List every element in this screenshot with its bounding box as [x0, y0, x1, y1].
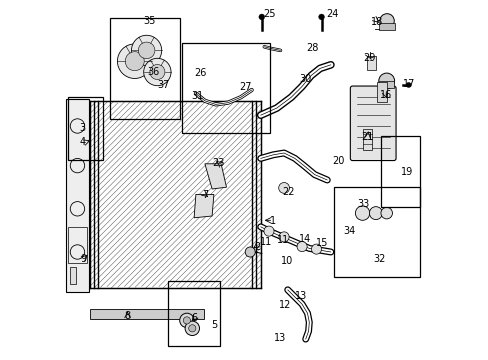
Text: 15: 15	[315, 238, 327, 248]
Text: 6: 6	[191, 313, 197, 323]
Circle shape	[185, 321, 199, 336]
Text: 13: 13	[273, 333, 285, 343]
Circle shape	[296, 242, 306, 252]
Text: 29: 29	[363, 53, 375, 63]
Text: 16: 16	[379, 90, 391, 100]
Text: 28: 28	[306, 42, 319, 53]
Text: 2: 2	[253, 242, 260, 252]
Circle shape	[183, 317, 190, 324]
Text: 26: 26	[194, 68, 206, 78]
Circle shape	[131, 35, 162, 66]
Text: 1: 1	[270, 216, 276, 226]
Text: 27: 27	[239, 82, 252, 92]
FancyBboxPatch shape	[66, 99, 88, 292]
Text: 24: 24	[326, 9, 338, 19]
Bar	[379, 81, 393, 88]
Circle shape	[258, 14, 264, 20]
Circle shape	[379, 14, 393, 28]
Text: 36: 36	[146, 67, 159, 77]
Circle shape	[149, 64, 164, 80]
Text: 19: 19	[400, 167, 412, 177]
Text: 32: 32	[373, 254, 385, 264]
Text: 13: 13	[295, 291, 307, 301]
Circle shape	[117, 44, 152, 78]
Polygon shape	[204, 164, 226, 189]
Bar	[68, 97, 103, 160]
Text: 33: 33	[356, 199, 368, 210]
Text: 7: 7	[202, 190, 207, 201]
Bar	[334, 187, 419, 277]
Bar	[89, 101, 260, 288]
Text: 5: 5	[210, 320, 217, 330]
Bar	[168, 281, 220, 346]
Bar	[68, 227, 87, 263]
Text: 3: 3	[79, 123, 85, 133]
Text: 8: 8	[124, 311, 130, 321]
Circle shape	[378, 73, 394, 89]
Circle shape	[125, 52, 144, 71]
Circle shape	[138, 42, 155, 59]
Circle shape	[279, 232, 288, 242]
Circle shape	[380, 207, 392, 219]
Text: 25: 25	[263, 9, 275, 19]
Bar	[181, 43, 270, 133]
Circle shape	[311, 244, 321, 254]
Circle shape	[368, 207, 382, 220]
Bar	[380, 136, 419, 207]
Bar	[377, 82, 386, 102]
Text: 35: 35	[142, 16, 155, 26]
Text: 14: 14	[298, 234, 310, 244]
Text: 30: 30	[299, 74, 311, 84]
Text: 12: 12	[279, 300, 291, 310]
Bar	[109, 18, 179, 119]
Circle shape	[244, 247, 255, 257]
Text: 22: 22	[282, 186, 294, 197]
Circle shape	[264, 226, 273, 236]
Bar	[379, 23, 394, 30]
Circle shape	[188, 325, 196, 332]
Text: 10: 10	[280, 256, 292, 266]
Text: 11: 11	[277, 235, 289, 246]
Text: 37: 37	[157, 80, 170, 90]
Text: 23: 23	[212, 158, 224, 168]
Text: 18: 18	[370, 17, 382, 27]
Text: 17: 17	[402, 78, 414, 89]
Bar	[90, 309, 203, 319]
Text: 21: 21	[361, 132, 373, 142]
Circle shape	[143, 58, 171, 86]
Circle shape	[278, 183, 289, 193]
FancyBboxPatch shape	[349, 86, 395, 161]
Text: 20: 20	[332, 156, 345, 166]
Text: 11: 11	[260, 237, 272, 247]
Circle shape	[179, 313, 194, 328]
Circle shape	[355, 206, 369, 220]
Text: 4: 4	[79, 137, 85, 147]
Bar	[366, 56, 375, 70]
Circle shape	[406, 82, 410, 87]
Bar	[69, 267, 76, 284]
Text: 34: 34	[343, 226, 355, 236]
Text: 31: 31	[191, 91, 203, 101]
Bar	[363, 129, 371, 150]
Text: 9: 9	[80, 254, 86, 264]
Polygon shape	[194, 194, 213, 218]
Circle shape	[318, 14, 324, 20]
